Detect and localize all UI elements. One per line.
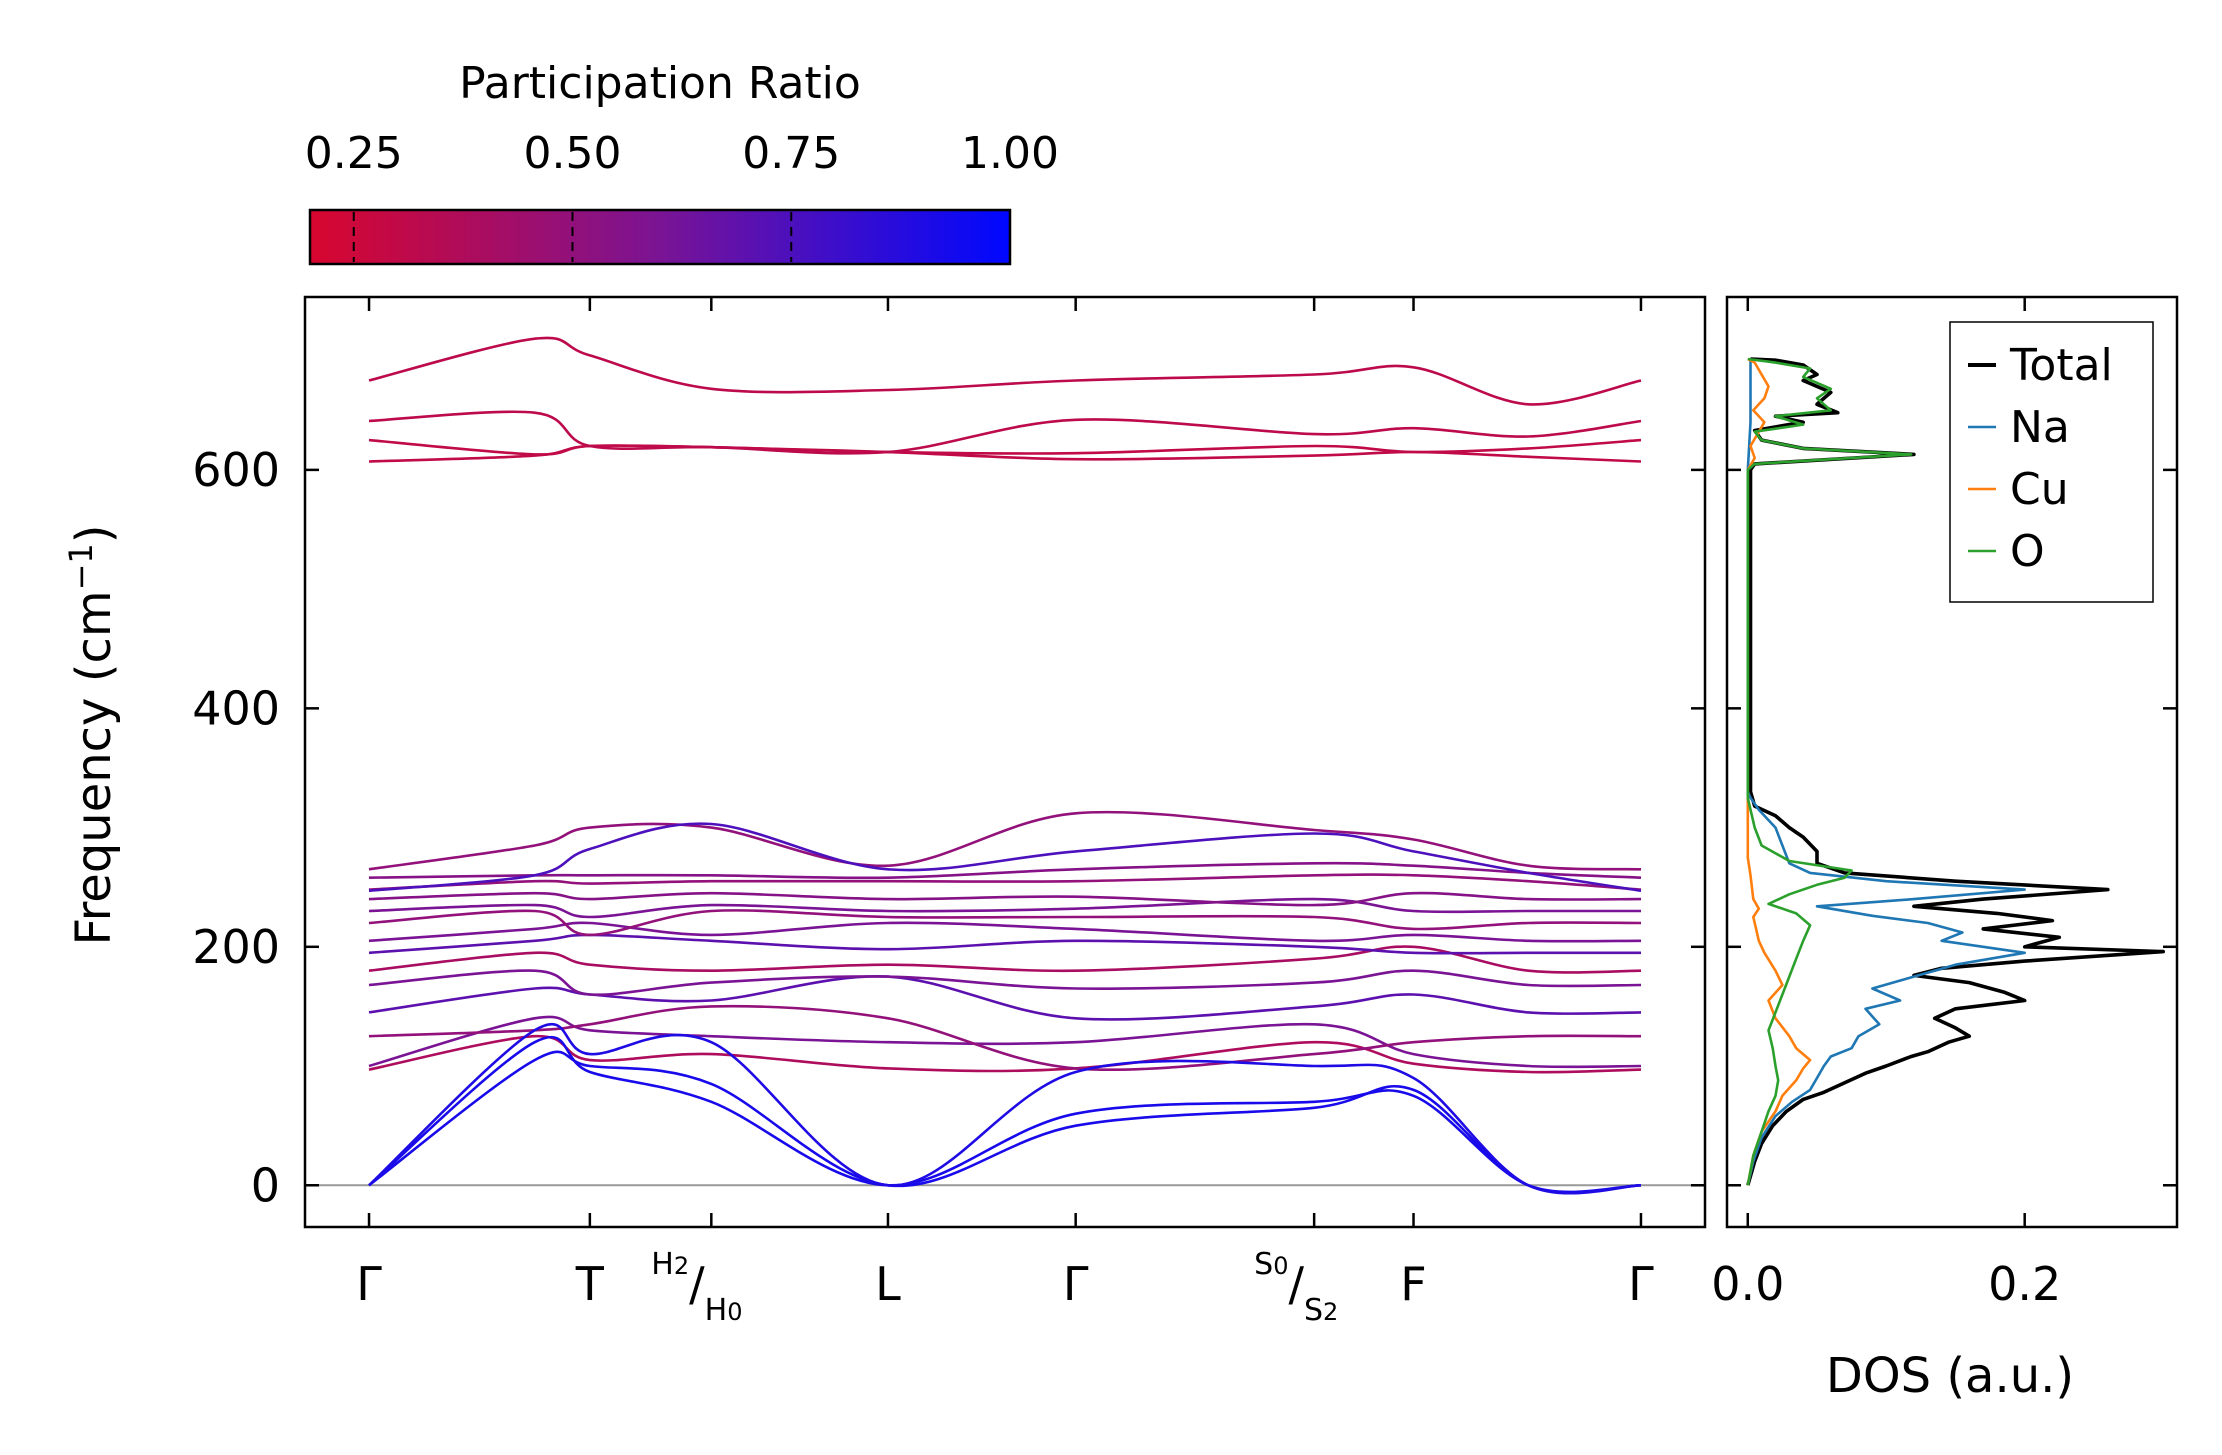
y-axis-title-sup: −1 — [62, 543, 100, 590]
colorbar-tick-label: 1.00 — [961, 128, 1059, 179]
band-line — [368, 1022, 1642, 1195]
band-line — [368, 897, 1641, 919]
dos-x-tick-label: 0.0 — [1711, 1257, 1784, 1311]
y-axis-title: Frequency (cm−1) — [62, 524, 122, 945]
band-line — [368, 921, 1642, 943]
colorbar-tick-label: 0.75 — [742, 128, 840, 179]
band-y-tick-label: 600 — [192, 443, 280, 497]
kpoint-label-composite: H2/H0 — [651, 1247, 742, 1328]
dos-plot-frame — [1725, 295, 2179, 1229]
band-line — [368, 336, 1642, 406]
band-y-tick-label: 200 — [192, 920, 280, 974]
band-line — [368, 969, 1642, 997]
legend-label: Na — [2010, 402, 2070, 453]
legend: Total Na Cu O — [1949, 321, 2154, 603]
colorbar-tick-label: 0.50 — [524, 128, 622, 179]
kpoint-label: L — [875, 1257, 901, 1311]
kpoint-label-sub: 0 — [1273, 1252, 1288, 1280]
band-line — [368, 1035, 1642, 1194]
dos-line — [1746, 359, 2026, 1186]
legend-box — [1949, 321, 2154, 603]
legend-label: O — [2010, 526, 2045, 577]
legend-label: Total — [2009, 340, 2113, 391]
dos-lines — [1746, 357, 2165, 1186]
colorbar-tick-label: 0.25 — [305, 128, 403, 179]
kpoint-label: F — [1400, 1257, 1426, 1311]
band-line — [368, 933, 1641, 955]
band-line — [368, 873, 1642, 891]
band-plot-frame — [303, 295, 1707, 1229]
kpoint-label-part: H — [705, 1293, 728, 1328]
kpoint-label-part: S — [1254, 1247, 1273, 1282]
dos-ticks: 0.0 0.2 — [1711, 297, 2177, 1311]
band-line — [368, 861, 1642, 880]
colorbar-ticks: 0.25 0.50 0.75 1.00 — [305, 128, 1059, 262]
band-line — [368, 410, 1642, 455]
kpoint-label-slash: / — [1288, 1257, 1304, 1311]
dos-x-tick-label: 0.2 — [1988, 1257, 2061, 1311]
kpoint-label-slash: / — [689, 1257, 705, 1311]
x-axis-title-dos: DOS (a.u.) — [1826, 1348, 2074, 1404]
colorbar: Participation Ratio 0.25 0.50 0.75 1.00 — [305, 58, 1059, 266]
kpoint-label-part: H — [651, 1247, 674, 1282]
dos-line — [1746, 357, 1812, 1186]
kpoint-label-composite: S0/S2 — [1254, 1247, 1338, 1328]
y-axis-title-main: Frequency (cm — [66, 590, 122, 945]
band-y-ticks: 0 200 400 600 — [192, 443, 1705, 1212]
band-lines — [305, 336, 1705, 1195]
kpoint-label-sub: 2 — [1323, 1298, 1338, 1326]
band-line — [368, 1004, 1642, 1071]
band-line — [368, 891, 1642, 907]
band-line — [368, 1050, 1642, 1194]
kpoint-label: Γ — [1628, 1257, 1654, 1311]
kpoint-label-sub: 2 — [674, 1252, 689, 1280]
dos-line — [1746, 357, 2165, 1186]
band-x-ticks: Γ T H2/H0L Γ S0/S2F Γ — [356, 297, 1654, 1328]
band-line — [368, 822, 1642, 893]
kpoint-label: Γ — [356, 1257, 382, 1311]
kpoint-label-part: S — [1304, 1293, 1323, 1328]
band-line — [368, 438, 1642, 456]
band-line — [368, 909, 1642, 937]
y-axis-title-end: ) — [66, 524, 122, 543]
band-line — [368, 810, 1642, 871]
kpoint-label-sub: 0 — [727, 1298, 742, 1326]
colorbar-title: Participation Ratio — [459, 58, 861, 109]
dos-line — [1746, 357, 1913, 1186]
kpoint-label: T — [575, 1257, 605, 1311]
kpoint-label: Γ — [1063, 1257, 1089, 1311]
colorbar-gradient — [308, 208, 1012, 266]
band-y-tick-label: 400 — [192, 681, 280, 735]
band-line — [368, 975, 1642, 1021]
band-y-tick-label: 0 — [251, 1158, 280, 1212]
dos-panel: 0.0 0.2 DOS (a.u.) Total Na Cu O — [1711, 295, 2179, 1404]
legend-label: Cu — [2010, 464, 2069, 515]
